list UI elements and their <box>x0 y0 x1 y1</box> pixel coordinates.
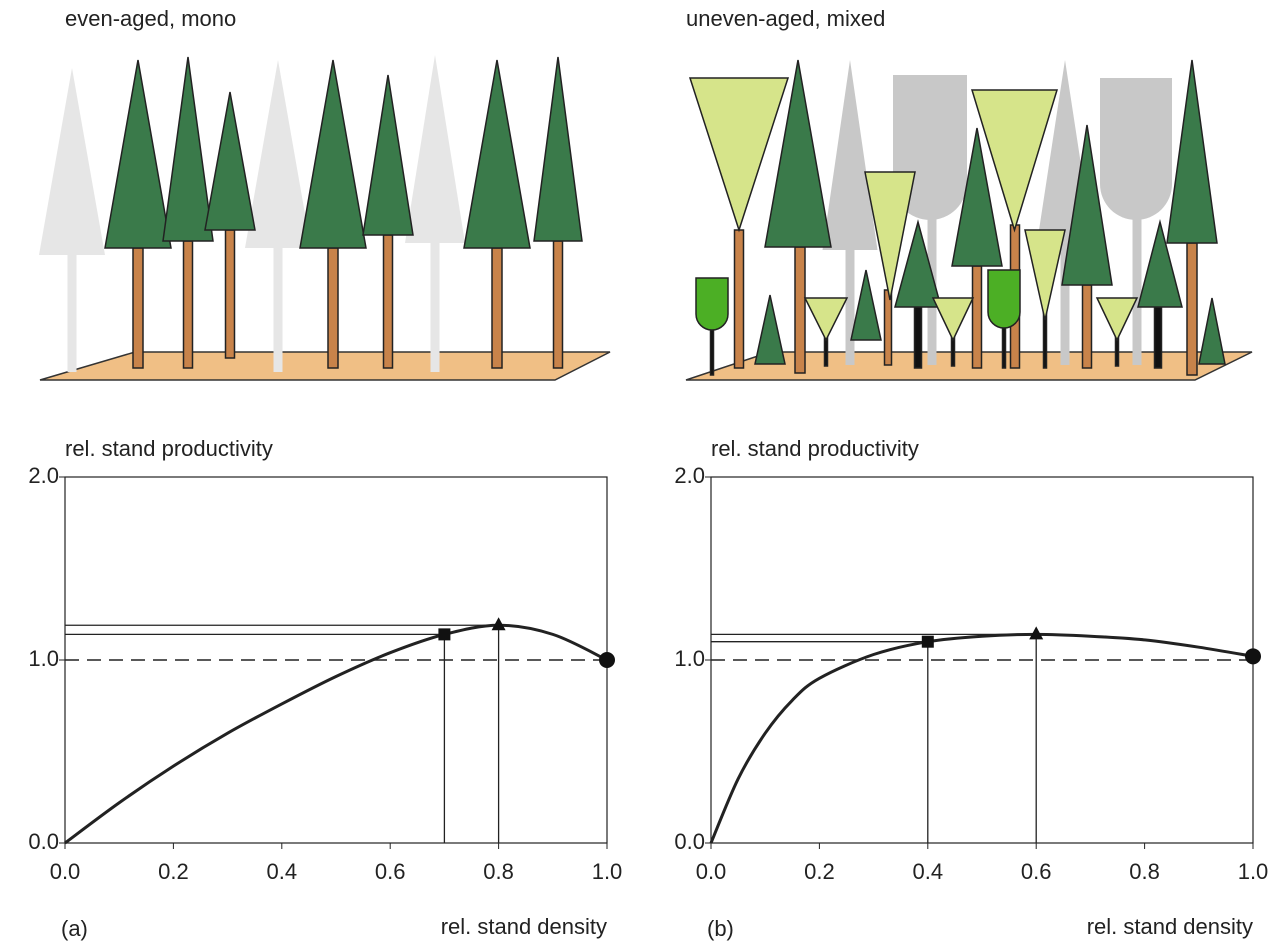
conifer-crown <box>299 59 367 249</box>
ground <box>39 351 611 381</box>
trunk <box>382 234 394 369</box>
x-tick-label: 0.8 <box>483 859 514 884</box>
marker-square <box>921 635 934 648</box>
conifer-crown <box>1166 59 1218 244</box>
forest-illustrations <box>39 55 1253 381</box>
trunk <box>182 240 194 369</box>
y-tick-label: 0.0 <box>674 829 705 854</box>
panel-title: even-aged, mono <box>65 6 236 31</box>
x-tick-label: 0.2 <box>804 859 835 884</box>
conifer-crown <box>764 59 832 248</box>
trunk <box>1186 242 1198 376</box>
x-tick-label: 0.0 <box>50 859 81 884</box>
x-tick-label: 0.2 <box>158 859 189 884</box>
panel-title: uneven-aged, mixed <box>686 6 885 31</box>
broadleaf-crown <box>803 297 849 342</box>
panel-label: (b) <box>707 916 734 941</box>
conifer-crown <box>1061 124 1113 286</box>
conifer-crown <box>104 59 172 249</box>
y-tick-label: 2.0 <box>28 463 59 488</box>
marker-square <box>438 628 451 641</box>
trunk <box>552 240 564 369</box>
y-tick-label: 0.0 <box>28 829 59 854</box>
y-tick-label: 2.0 <box>674 463 705 488</box>
y-axis-label: rel. stand productivity <box>711 436 919 461</box>
trunk <box>883 289 893 366</box>
x-tick-label: 0.6 <box>375 859 406 884</box>
trunk <box>913 306 923 369</box>
broadleaf-crown <box>970 89 1059 233</box>
y-axis-label: rel. stand productivity <box>65 436 273 461</box>
curve <box>64 623 608 845</box>
conifer-crown <box>533 56 583 242</box>
trunk <box>1060 240 1070 365</box>
conifer-crown <box>850 269 882 341</box>
marker-circle <box>1245 648 1261 665</box>
trunk <box>794 246 806 374</box>
conifer-crown <box>822 60 878 250</box>
x-tick-label: 0.0 <box>696 859 727 884</box>
trunk <box>273 248 283 372</box>
marker-triangle <box>1029 626 1044 640</box>
conifer-crown <box>894 219 942 308</box>
broadleaf-crown <box>695 277 729 331</box>
panel-label: (a) <box>61 916 88 941</box>
conifer-crown <box>362 74 414 236</box>
conifer-crown <box>162 56 214 242</box>
conifer-crown <box>39 68 105 255</box>
conifer-crown <box>754 294 786 365</box>
conifer-crown <box>1137 219 1183 308</box>
trunk <box>430 243 440 372</box>
x-tick-label: 0.6 <box>1021 859 1052 884</box>
x-tick-label: 0.8 <box>1129 859 1160 884</box>
x-tick-label: 1.0 <box>1238 859 1269 884</box>
trunk <box>224 229 236 359</box>
broadleaf-crown <box>864 171 916 301</box>
x-tick-label: 1.0 <box>592 859 623 884</box>
trunk <box>1081 284 1093 369</box>
conifer-crown <box>245 60 311 248</box>
y-tick-label: 1.0 <box>674 646 705 671</box>
broadleaf-crown <box>987 269 1021 329</box>
charts: even-aged, mono rel. stand productivity re… <box>28 6 1268 941</box>
broadleaf-crown <box>1024 229 1066 321</box>
trunk <box>733 229 745 369</box>
conifer-crown <box>463 59 531 249</box>
trunk <box>132 247 144 369</box>
conifer-crown <box>204 91 256 231</box>
x-tick-label: 0.4 <box>267 859 298 884</box>
conifer-crown <box>1198 297 1226 365</box>
trunk <box>1153 306 1163 369</box>
marker-triangle <box>491 617 506 631</box>
broadleaf-crown <box>688 77 790 233</box>
trunk <box>971 265 983 369</box>
curve <box>709 632 1254 844</box>
broadleaf-crown <box>1095 297 1139 342</box>
broadleaf-crown <box>931 297 975 342</box>
trunk <box>1132 200 1142 365</box>
marker-circle <box>599 652 615 668</box>
x-tick-label: 0.4 <box>913 859 944 884</box>
x-axis-label: rel. stand density <box>441 914 607 939</box>
trunk <box>845 250 855 365</box>
y-tick-label: 1.0 <box>28 646 59 671</box>
broadleaf-crown <box>1100 78 1172 220</box>
conifer-crown <box>951 127 1003 267</box>
trunk <box>491 247 503 369</box>
trunk <box>327 247 339 369</box>
conifer-crown <box>405 55 465 243</box>
x-axis-label: rel. stand density <box>1087 914 1253 939</box>
trunk <box>67 255 77 372</box>
